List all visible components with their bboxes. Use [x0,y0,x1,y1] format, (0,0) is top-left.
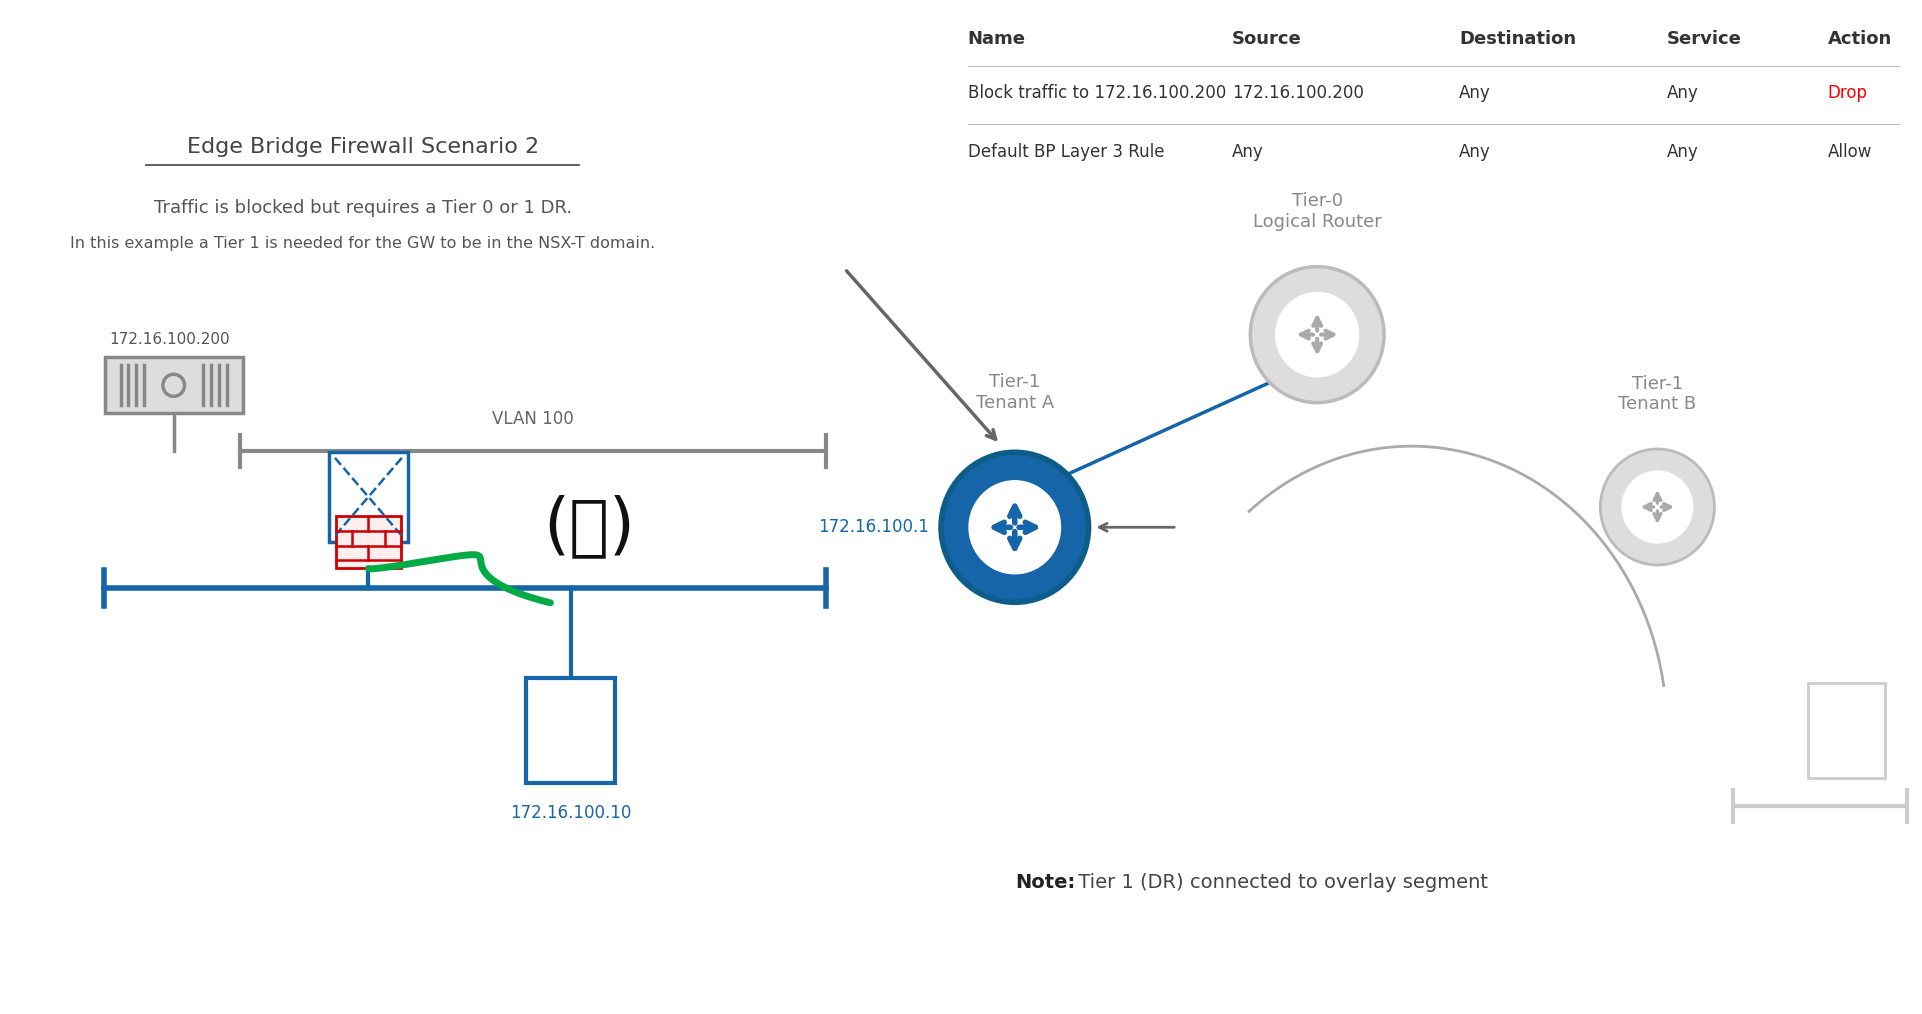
Text: Source: Source [1232,29,1301,48]
Text: Name: Name [967,29,1026,48]
Text: P: P [338,488,352,506]
Circle shape [942,452,1088,602]
FancyBboxPatch shape [106,357,242,414]
Text: Tier-0
Logical Router: Tier-0 Logical Router [1253,193,1382,231]
Text: Service: Service [1666,29,1741,48]
Text: Note:: Note: [1015,873,1074,891]
Text: Any: Any [1666,143,1699,161]
Text: Any: Any [1666,84,1699,102]
Text: VM: VM [546,716,596,744]
Text: 172.16.100.1: 172.16.100.1 [819,518,928,536]
Circle shape [1276,292,1359,377]
Circle shape [1622,472,1693,542]
Text: VM: VM [1824,718,1868,742]
FancyBboxPatch shape [1809,682,1885,778]
Circle shape [969,481,1061,574]
Text: Drop: Drop [1828,84,1868,102]
Circle shape [1251,267,1384,403]
FancyBboxPatch shape [336,516,402,569]
FancyBboxPatch shape [527,677,615,783]
Text: Destination: Destination [1459,29,1576,48]
Text: Tier-1
Tenant A: Tier-1 Tenant A [976,373,1053,412]
FancyBboxPatch shape [329,452,407,541]
Text: Allow: Allow [1828,143,1872,161]
Text: Any: Any [1459,84,1491,102]
Text: 172.16.100.200: 172.16.100.200 [110,332,231,347]
Text: (ツ): (ツ) [544,494,636,561]
Text: Default BP Layer 3 Rule: Default BP Layer 3 Rule [967,143,1165,161]
Text: Edge Bridge Firewall Scenario 2: Edge Bridge Firewall Scenario 2 [186,137,538,157]
Circle shape [1601,449,1714,565]
Text: Tier 1 (DR) connected to overlay segment: Tier 1 (DR) connected to overlay segment [1072,873,1488,891]
Text: V: V [384,488,398,506]
Text: Any: Any [1459,143,1491,161]
Text: 172.16.100.200: 172.16.100.200 [1232,84,1365,102]
Text: VLAN 100: VLAN 100 [492,411,573,428]
Text: Block traffic to 172.16.100.200: Block traffic to 172.16.100.200 [967,84,1226,102]
Text: Action: Action [1828,29,1891,48]
Text: 172.16.100.10: 172.16.100.10 [509,803,630,821]
Text: In this example a Tier 1 is needed for the GW to be in the NSX-T domain.: In this example a Tier 1 is needed for t… [69,236,655,250]
Text: Traffic is blocked but requires a Tier 0 or 1 DR.: Traffic is blocked but requires a Tier 0… [154,199,571,217]
Text: Tier-1
Tenant B: Tier-1 Tenant B [1618,374,1697,414]
Text: Any: Any [1232,143,1265,161]
